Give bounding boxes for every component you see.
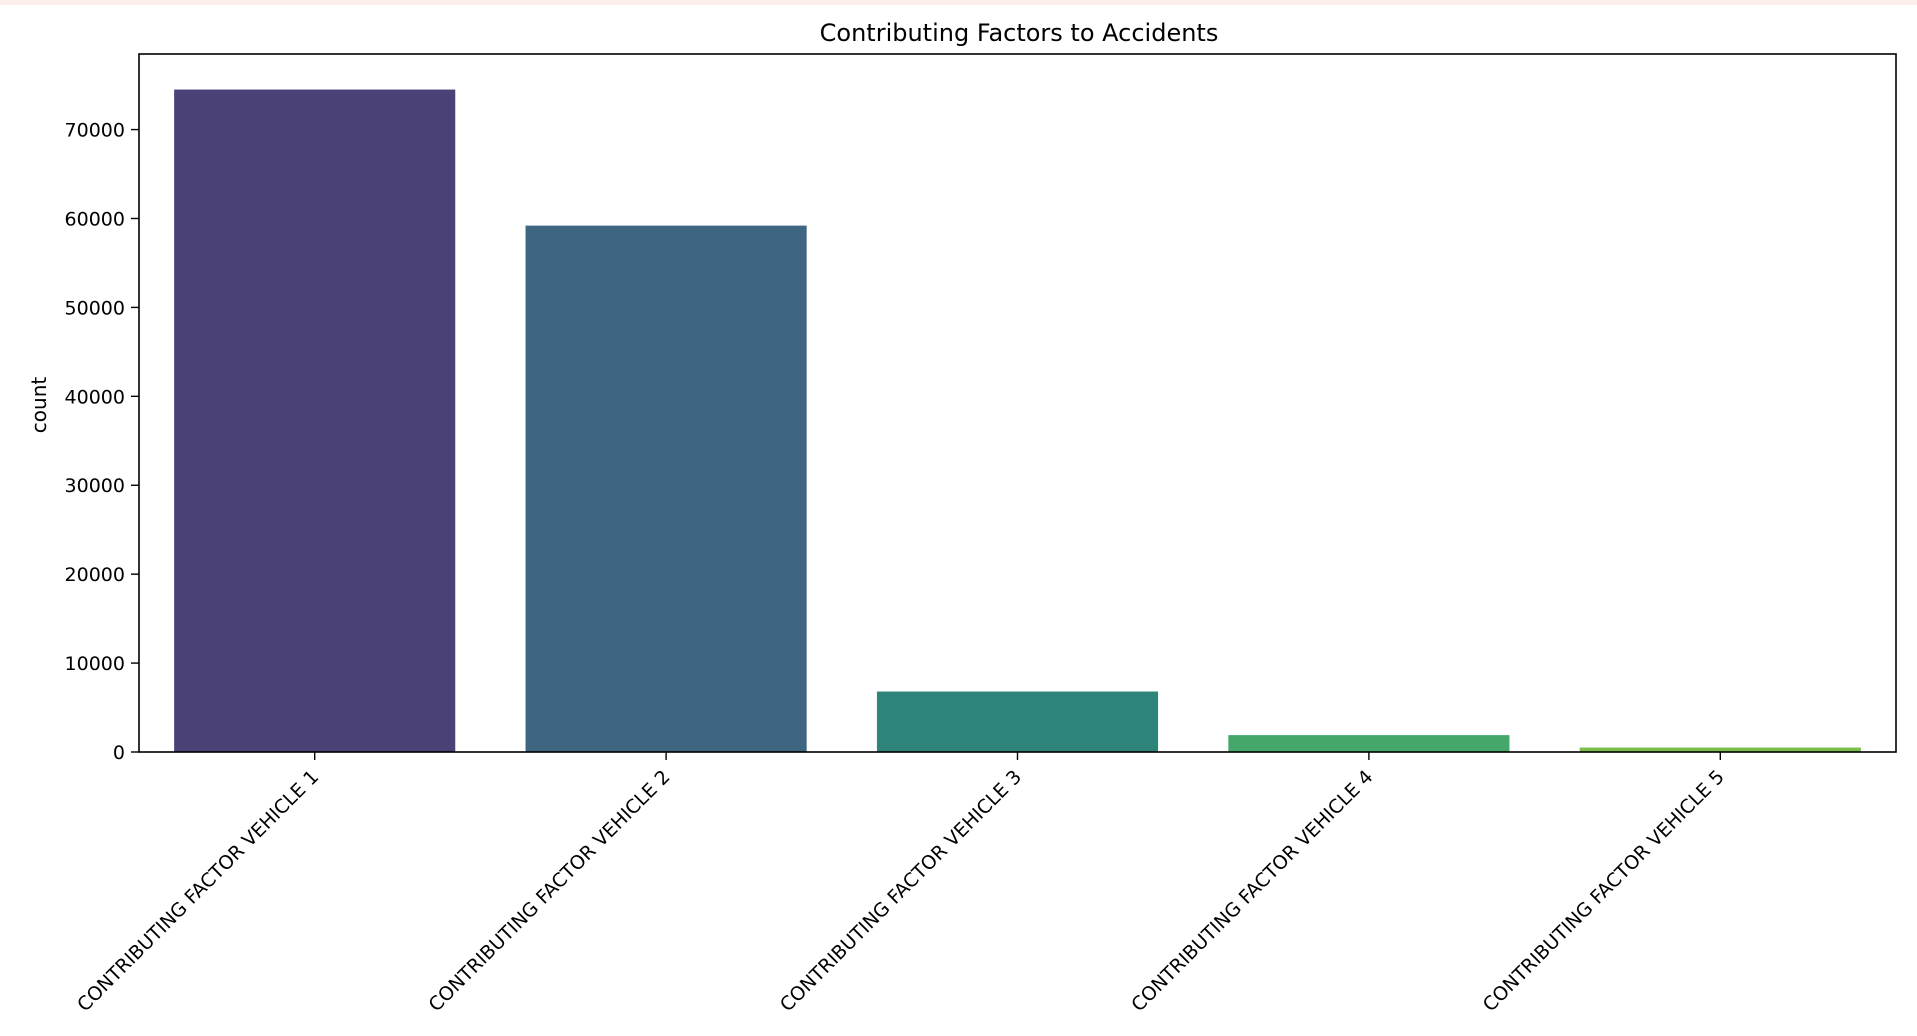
x-tick-label: CONTRIBUTING FACTOR VEHICLE 5	[1479, 766, 1729, 1016]
bar-3	[876, 691, 1159, 752]
y-tick-label: 70000	[65, 120, 125, 142]
y-tick-label: 20000	[65, 564, 125, 586]
bar-1	[174, 89, 456, 752]
top-strip	[0, 0, 1917, 5]
x-tick-label: CONTRIBUTING FACTOR VEHICLE 4	[1127, 766, 1377, 1016]
y-tick-label: 10000	[65, 653, 125, 675]
bars	[174, 89, 1861, 753]
y-tick-label: 0	[113, 742, 125, 764]
x-tick-label: CONTRIBUTING FACTOR VEHICLE 1	[73, 766, 323, 1016]
y-axis-ticks: 0 10000 20000 30000 40000 50000 60000 70000	[65, 120, 139, 764]
y-axis-label: count	[27, 377, 51, 434]
bar-4	[1228, 735, 1510, 752]
x-tick-label: CONTRIBUTING FACTOR VEHICLE 3	[776, 766, 1026, 1016]
y-tick-label: 30000	[65, 475, 125, 497]
y-tick-label: 40000	[65, 386, 125, 408]
bar-5	[1579, 747, 1861, 752]
plot-frame	[138, 53, 1897, 753]
y-tick-label: 60000	[65, 208, 125, 230]
y-tick-label: 50000	[65, 297, 125, 319]
x-tick-label: CONTRIBUTING FACTOR VEHICLE 2	[424, 766, 674, 1016]
x-axis-ticks: CONTRIBUTING FACTOR VEHICLE 1 CONTRIBUTIN…	[73, 752, 1729, 1016]
bar-2	[525, 225, 807, 753]
chart-title: Contributing Factors to Accidents	[820, 19, 1219, 47]
